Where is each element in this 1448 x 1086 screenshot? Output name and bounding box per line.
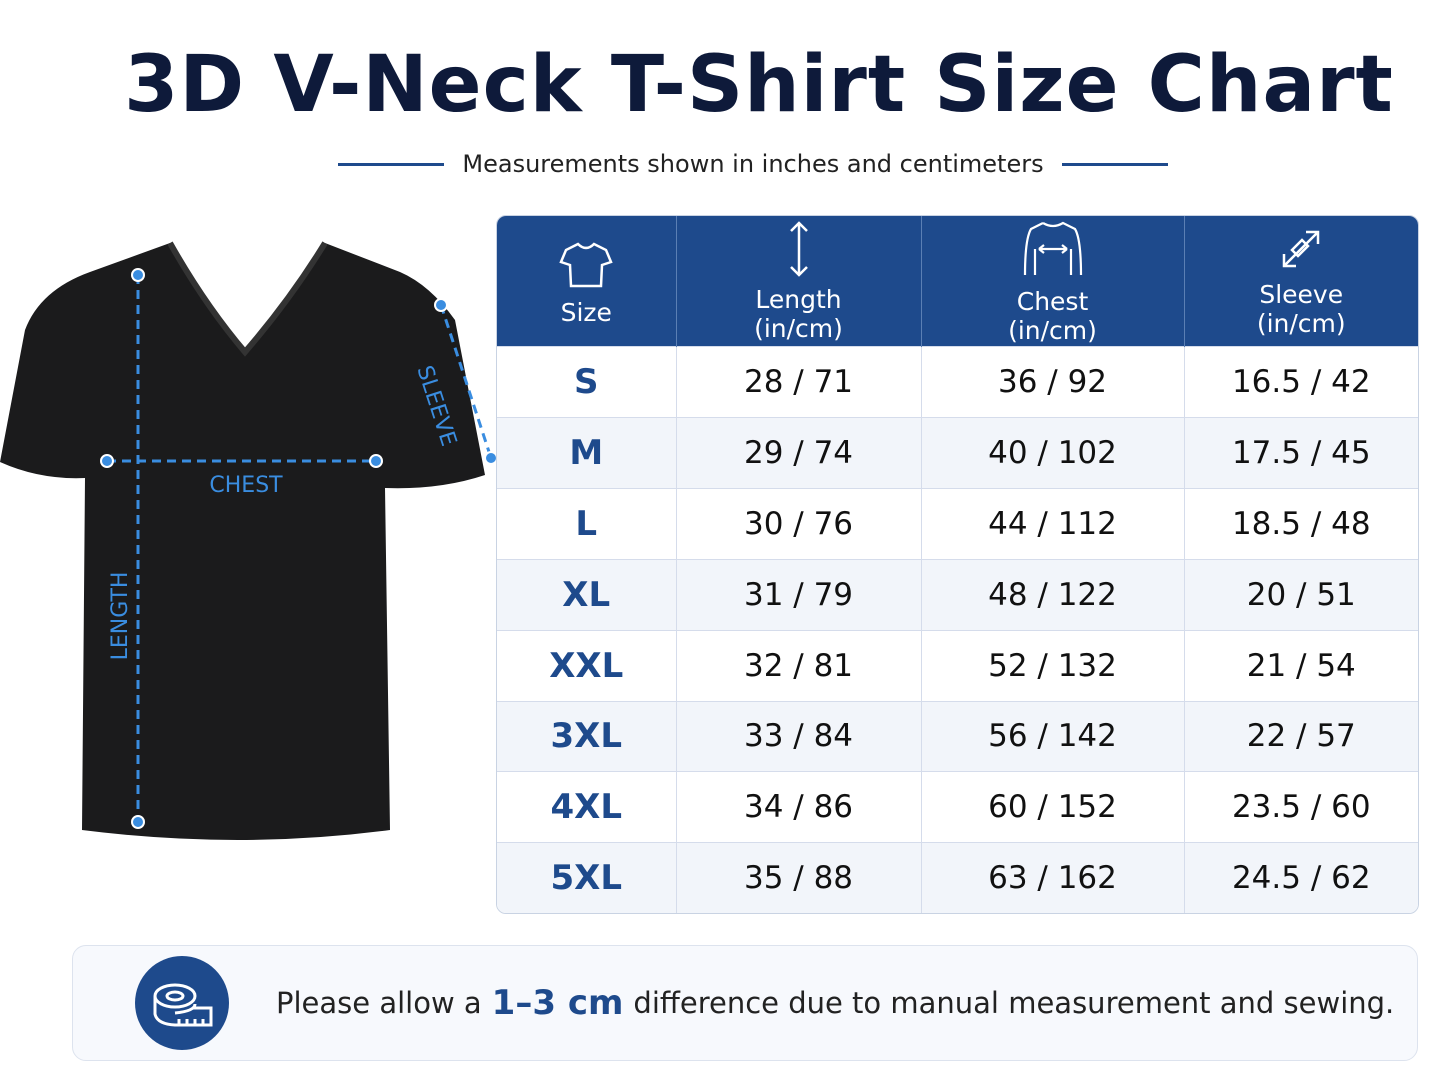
table-row: 5XL 35 / 88 63 / 162 24.5 / 62: [497, 842, 1418, 913]
column-name: Sleeve: [1259, 280, 1344, 309]
measure-cell: 28 / 71: [676, 346, 922, 418]
column-header: Size: [497, 216, 677, 347]
column-name: Chest: [1016, 287, 1089, 316]
table-row: 4XL 34 / 86 60 / 152 23.5 / 60: [497, 771, 1418, 843]
size-cell: 3XL: [497, 700, 677, 772]
header-label: Sleeve (in/cm): [1186, 280, 1418, 338]
subtitle: Measurements shown in inches and centime…: [462, 150, 1044, 178]
tape-icon: [135, 956, 229, 1050]
measure-cell: 40 / 102: [921, 416, 1185, 489]
table-row: 3XL 33 / 84 56 / 142 22 / 57: [497, 700, 1418, 772]
dot: [100, 454, 114, 468]
measure-cell: 35 / 88: [676, 842, 922, 913]
size-cell: M: [497, 416, 677, 489]
header-icon: [784, 221, 814, 285]
note-box: Please allow a 1–3 cm difference due to …: [72, 945, 1418, 1061]
sleeve-line: [439, 304, 493, 459]
measure-cell: 56 / 142: [921, 700, 1185, 772]
header-row: Size Length (in/cm) Chest (in/cm) Sleeve (in/c…: [497, 216, 1418, 347]
measure-cell: 29 / 74: [676, 416, 922, 489]
table-row: S 28 / 71 36 / 92 16.5 / 42: [497, 346, 1418, 418]
measure-cell: 30 / 76: [676, 487, 922, 560]
column-unit: (in/cm): [1008, 316, 1097, 345]
table-row: L 30 / 76 44 / 112 18.5 / 48: [497, 487, 1418, 560]
rule: [338, 162, 445, 166]
dimension-lines: [107, 275, 493, 822]
dot: [434, 298, 448, 312]
rule: [1061, 162, 1168, 166]
measure-cell: 36 / 92: [921, 346, 1185, 418]
column-unit: (in/cm): [754, 314, 843, 343]
measure-cell: 18.5 / 48: [1184, 487, 1418, 560]
size-cell: S: [497, 346, 677, 418]
measure-cell: 32 / 81: [676, 629, 922, 702]
measure-cell: 44 / 112: [921, 487, 1185, 560]
measure-cell: 16.5 / 42: [1184, 346, 1418, 418]
header-icon: [558, 241, 614, 298]
header-label: Chest (in/cm): [923, 287, 1183, 345]
header-content: Size: [498, 236, 675, 327]
size-table: Size Length (in/cm) Chest (in/cm) Sleeve (in/c…: [497, 216, 1418, 913]
length-label: LENGTH: [108, 572, 133, 661]
measure-cell: 33 / 84: [676, 700, 922, 772]
subtitle-row: Measurements shown in inches and centime…: [338, 150, 1168, 178]
table-row: M 29 / 74 40 / 102 17.5 / 45: [497, 416, 1418, 489]
table-row: XXL 32 / 81 52 / 132 21 / 54: [497, 629, 1418, 702]
chest-label: CHEST: [209, 473, 283, 498]
column-header: Length (in/cm): [676, 216, 922, 347]
header-icon: [1021, 221, 1085, 287]
note-before: Please allow a: [276, 986, 482, 1020]
header-content: Sleeve (in/cm): [1186, 224, 1418, 338]
header-content: Chest (in/cm): [923, 217, 1183, 345]
header-icon: [1276, 230, 1326, 280]
column-name: Length: [755, 285, 842, 314]
size-cell: L: [497, 487, 677, 560]
table-row: XL 31 / 79 48 / 122 20 / 51: [497, 558, 1418, 631]
header-label: Length (in/cm): [678, 285, 920, 343]
measure-cell: 63 / 162: [921, 842, 1185, 913]
dot: [369, 454, 383, 468]
measure-cell: 34 / 86: [676, 771, 922, 843]
dot: [131, 815, 145, 829]
collar: [167, 241, 328, 357]
table-body: S 28 / 71 36 / 92 16.5 / 42 M 29 / 74 40 / 102…: [497, 346, 1418, 913]
note-highlight: 1–3 cm: [491, 983, 624, 1023]
dot: [131, 268, 145, 282]
column-unit: (in/cm): [1256, 309, 1346, 338]
column-header: Sleeve (in/cm): [1184, 216, 1418, 347]
measure-cell: 52 / 132: [921, 629, 1185, 702]
size-cell: XL: [497, 558, 677, 631]
measure-cell: 20 / 51: [1184, 558, 1418, 631]
measure-cell: 48 / 122: [921, 558, 1185, 631]
size-table-frame: Size Length (in/cm) Chest (in/cm) Sleeve (in/c…: [496, 215, 1419, 914]
header-label: Size: [498, 298, 675, 327]
measure-cell: 31 / 79: [676, 558, 922, 631]
column-header: Chest (in/cm): [921, 216, 1185, 347]
size-cell: XXL: [497, 629, 677, 702]
note-after: difference due to manual measurement and…: [633, 986, 1395, 1020]
header-content: Length (in/cm): [678, 219, 920, 343]
shirt-body: [0, 243, 485, 840]
measure-cell: 17.5 / 45: [1184, 416, 1418, 489]
measure-cell: 23.5 / 60: [1184, 771, 1418, 843]
column-name: Size: [560, 297, 612, 327]
shirt-diagram: CHEST LENGTH SLEEVE: [0, 241, 498, 840]
size-cell: 5XL: [497, 842, 677, 913]
measure-cell: 22 / 57: [1184, 700, 1418, 772]
note-text: Please allow a 1–3 cm difference due to …: [276, 946, 1394, 1060]
measure-cell: 60 / 152: [921, 771, 1185, 843]
measure-cell: 24.5 / 62: [1184, 842, 1418, 913]
dimension-dots: [100, 268, 498, 829]
measure-cell: 21 / 54: [1184, 629, 1418, 702]
title: 3D V-Neck T-Shirt Size Chart: [124, 40, 1394, 130]
size-cell: 4XL: [497, 771, 677, 843]
